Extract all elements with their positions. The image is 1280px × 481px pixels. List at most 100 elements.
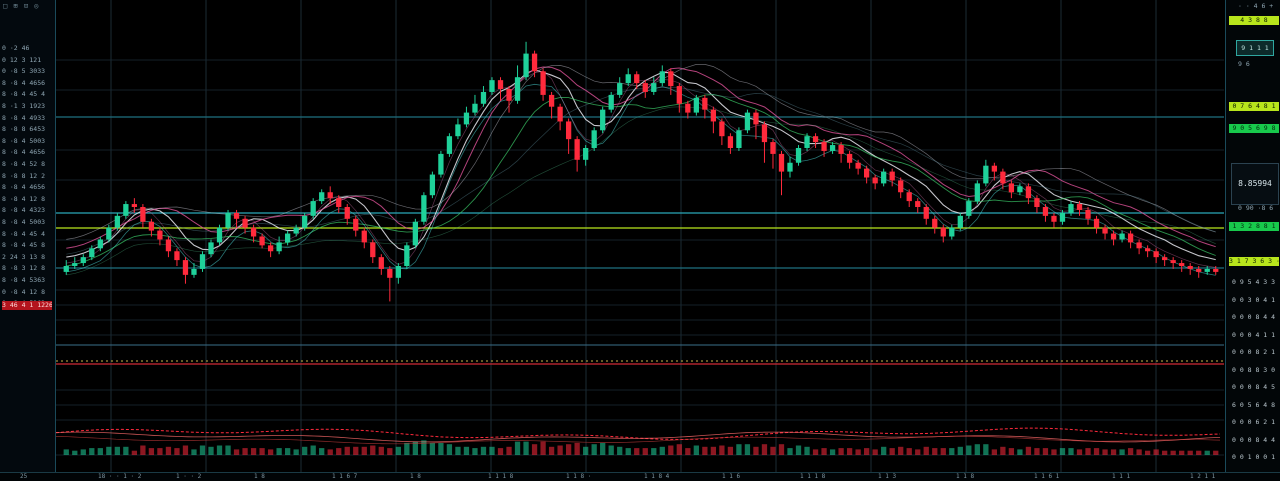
watchlist-row[interactable]: 8 ·8 4 4656	[2, 183, 46, 192]
candle-body	[148, 221, 155, 231]
volume-bar	[821, 448, 827, 455]
watchlist-row[interactable]: 8 ·1 3 1923	[2, 102, 46, 110]
candle-body	[770, 142, 776, 154]
volume-bar	[370, 445, 376, 455]
candle-body	[957, 215, 963, 228]
volume-bar	[591, 444, 597, 455]
watchlist-row[interactable]: 8 ·8 4 45 4	[2, 90, 46, 99]
watchlist-row[interactable]: 8 ·8 4 4323	[2, 206, 46, 215]
watchlist-row[interactable]: 0 12 3 121	[2, 55, 42, 64]
volume-bar	[651, 448, 657, 455]
volume-bar	[898, 446, 904, 455]
watchlist-row[interactable]: 2 24 3 13 8	[2, 252, 46, 261]
candle-body	[353, 218, 359, 231]
candle-body	[591, 130, 597, 148]
volume-bar	[702, 446, 708, 455]
volume-bar	[864, 448, 870, 455]
volume-bar	[957, 446, 963, 455]
volume-bar	[285, 448, 291, 455]
candle-body	[429, 174, 436, 196]
watchlist-row[interactable]: 8 ·8 4 12 8	[2, 194, 46, 203]
volume-bar	[1068, 448, 1074, 455]
volume-bar	[812, 449, 819, 455]
volume-bar	[744, 444, 751, 455]
watchlist-row[interactable]: 8 ·8 4 45 8	[2, 241, 46, 250]
candle-body	[225, 212, 231, 228]
candle-body	[812, 136, 819, 143]
time-axis-label: 1 1 8 ·	[566, 473, 592, 480]
last-price-box: 8.85994	[1231, 163, 1279, 205]
time-axis-label: 1 1 1	[1112, 473, 1131, 480]
candle-body	[804, 136, 810, 148]
watchlist-row[interactable]: 8 ·8 8 6453	[2, 125, 46, 134]
candle-body	[361, 230, 367, 243]
candle-body	[600, 109, 606, 131]
volume-bar	[131, 450, 138, 455]
watchlist-row[interactable]: 8 ·8 4 4933	[2, 113, 46, 122]
watchlist-row[interactable]: 0 ·8 4 12 8	[2, 287, 46, 296]
watchlist-row[interactable]: 8 ·8 4 4656	[2, 78, 46, 87]
candle-body	[1042, 207, 1049, 216]
watchlist-row[interactable]: 0 ·8 5 3033	[2, 67, 46, 76]
volume-bar	[531, 444, 538, 455]
watchlist-row-selected[interactable]: 3 46 4 1 1226	[2, 301, 52, 310]
candle-body	[404, 245, 410, 266]
candle-body	[199, 254, 206, 269]
left-toolbar[interactable]: □ ⊞ ⊡ ◎	[3, 2, 40, 10]
chart-area[interactable]	[56, 0, 1224, 472]
candle-body	[191, 268, 197, 275]
candle-body	[617, 83, 623, 95]
watchlist-row[interactable]: 0 ·2 46	[2, 44, 30, 52]
candle-body	[966, 201, 972, 216]
watchlist-row[interactable]: 8 ·8 4 45 4	[2, 229, 46, 238]
timeframe-sub-label: 9 6	[1238, 60, 1250, 68]
volume-bar	[940, 448, 946, 455]
volume-bar	[991, 449, 997, 455]
last-price-sub: 0 90 ·8 6	[1238, 204, 1274, 212]
candle-body	[438, 153, 444, 175]
volume-bar	[225, 445, 231, 455]
watchlist-row[interactable]: 8 ·8 4 5003	[2, 218, 46, 226]
timeframe-box[interactable]: 9 1 1 1	[1236, 40, 1274, 56]
candle-body	[608, 94, 614, 110]
current-price-tag: 3 1 7 3 6 3 · 0 1	[1229, 257, 1279, 266]
watchlist-row[interactable]: 8 ·8 4 5003	[2, 136, 46, 145]
volume-bar	[719, 445, 725, 455]
volume-bar	[523, 441, 529, 455]
watchlist-row[interactable]: 8 ·8 4 52 8	[2, 160, 46, 168]
candle-body	[259, 236, 265, 246]
candle-body	[1127, 233, 1134, 243]
volume-bar	[838, 448, 844, 455]
moving-average-line	[66, 70, 1216, 268]
candle-body	[378, 257, 384, 269]
volume-bar	[1179, 450, 1185, 455]
watchlist-row[interactable]: 8 ·8 8 12 2	[2, 171, 46, 180]
volume-bar	[497, 448, 504, 455]
watchlist-row[interactable]: 8 ·8 4 4656	[2, 148, 46, 157]
watchlist-row[interactable]: 8 ·8 3 12 8	[2, 264, 46, 273]
volume-bar	[736, 444, 742, 455]
volume-bar	[506, 446, 512, 455]
candle-body	[872, 177, 878, 184]
candle-body	[829, 145, 836, 151]
volume-bar	[625, 448, 631, 455]
candle-body	[881, 171, 887, 184]
candle-body	[1119, 233, 1125, 240]
price-tag: 9 0 5 6 9 8	[1229, 124, 1279, 133]
candle-body	[267, 245, 274, 252]
candle-body	[123, 204, 129, 216]
candle-body	[1059, 212, 1066, 222]
volume-bar	[276, 448, 282, 455]
moving-average-line	[66, 83, 1216, 276]
volume-bar	[1025, 446, 1032, 455]
candle-body	[1153, 251, 1159, 258]
candle-body	[336, 198, 342, 207]
candle-body	[97, 239, 103, 249]
watchlist-row[interactable]: 8 ·8 4 5363	[2, 276, 46, 284]
candle-body	[242, 218, 248, 228]
volume-bar	[174, 448, 180, 455]
volume-bar	[250, 448, 257, 455]
candle-body	[795, 148, 802, 163]
candle-body	[446, 136, 453, 154]
volume-bar	[1017, 449, 1023, 455]
